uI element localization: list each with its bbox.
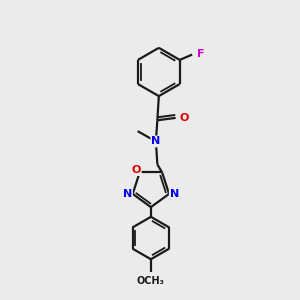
Text: N: N: [123, 189, 132, 199]
Text: N: N: [151, 136, 160, 146]
Text: N: N: [170, 189, 179, 199]
Text: O: O: [131, 165, 141, 175]
Text: OCH₃: OCH₃: [137, 276, 165, 286]
Text: O: O: [179, 113, 188, 123]
Text: F: F: [196, 49, 204, 59]
